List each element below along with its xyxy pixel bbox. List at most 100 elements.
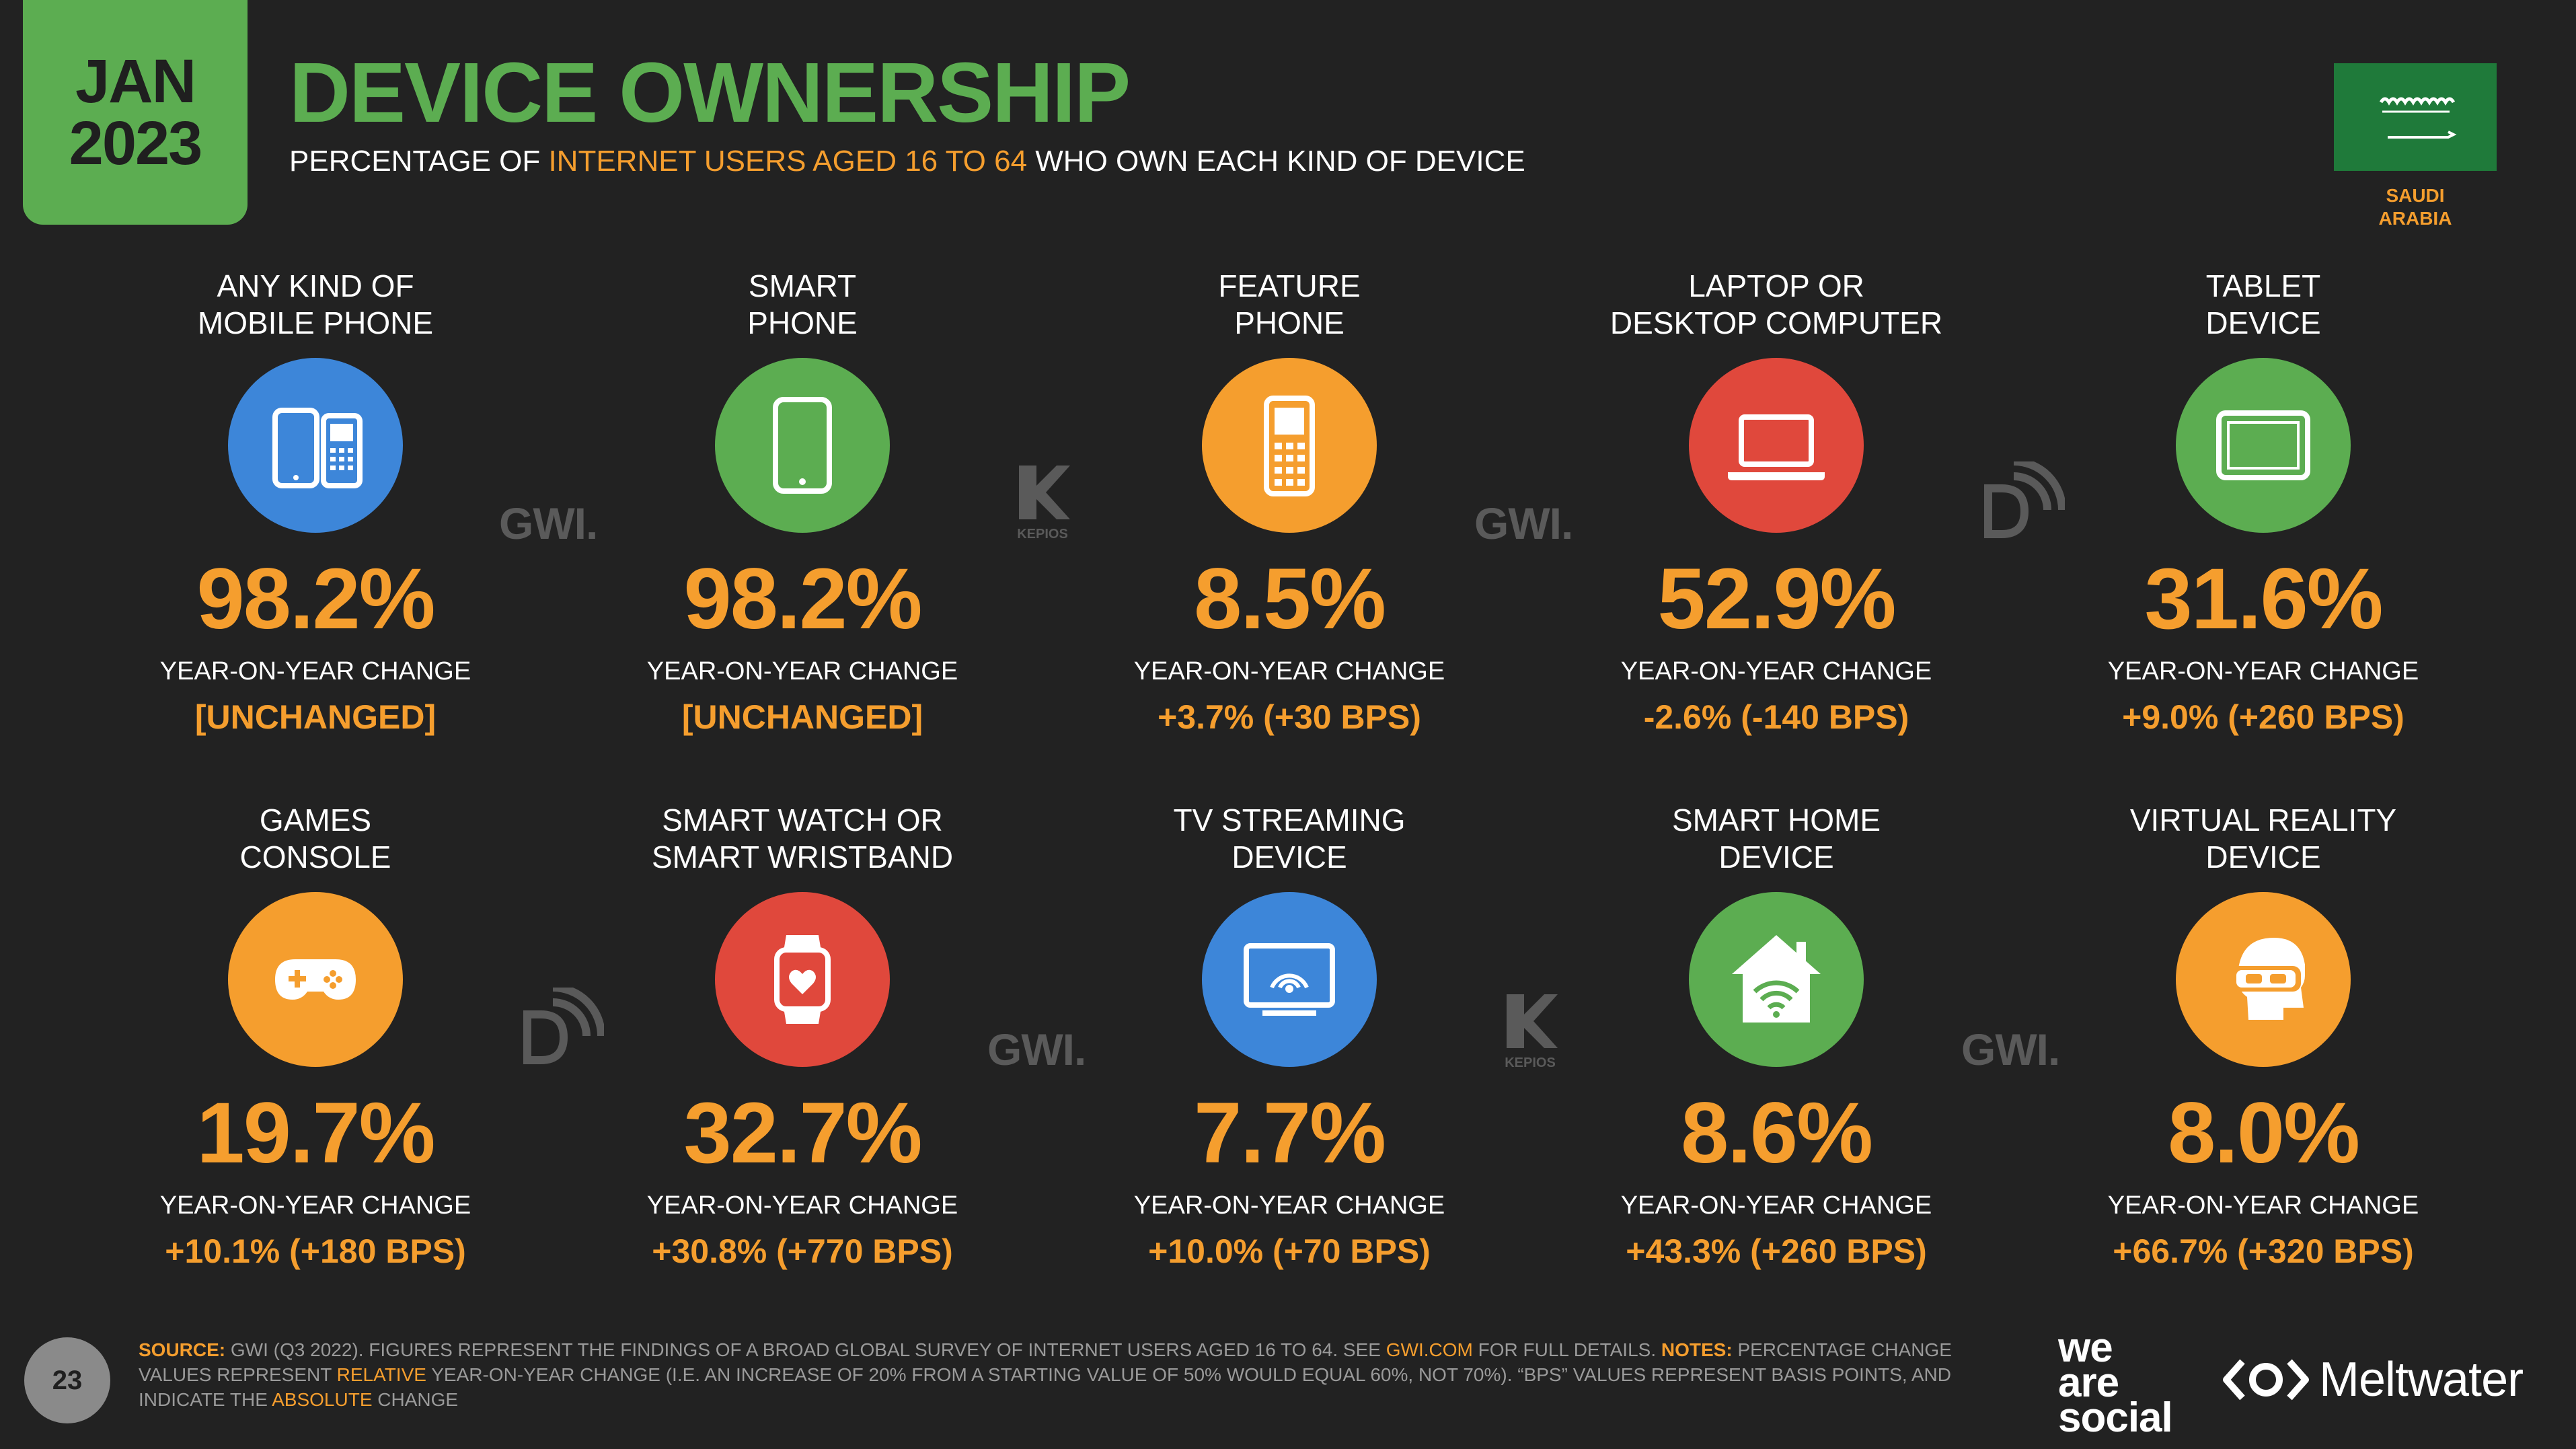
notes-text: CHANGE bbox=[372, 1389, 459, 1410]
kepios-watermark: KEPIOS bbox=[1500, 992, 1564, 1071]
device-label-line: ANY KIND OF bbox=[217, 268, 414, 303]
yoy-label: YEAR-ON-YEAR CHANGE bbox=[159, 1191, 471, 1220]
device-label-line: SMART HOME bbox=[1671, 803, 1881, 838]
logo-line: are bbox=[2058, 1360, 2119, 1406]
yoy-label: YEAR-ON-YEAR CHANGE bbox=[159, 657, 471, 685]
device-label-line: PHONE bbox=[1234, 305, 1344, 340]
footer-notes: SOURCE: GWI (Q3 2022). FIGURES REPRESENT… bbox=[139, 1337, 1981, 1412]
date-year: 2023 bbox=[69, 109, 203, 178]
notes-label: NOTES: bbox=[1661, 1339, 1733, 1360]
yoy-value: [UNCHANGED] bbox=[681, 698, 923, 736]
feature-phone-icon bbox=[1202, 358, 1377, 533]
device-label-line: SMART bbox=[748, 268, 857, 303]
kepios-logo-icon bbox=[1019, 466, 1070, 519]
source-text: FOR FULL DETAILS. bbox=[1472, 1339, 1661, 1360]
device-value: 98.2% bbox=[196, 551, 436, 647]
country-label: SAUDI ARABIA bbox=[2334, 184, 2497, 230]
notes-text: PERCENTAGE CHANGE VALUES REPRESENT bbox=[139, 1339, 1952, 1385]
yoy-label: YEAR-ON-YEAR CHANGE bbox=[1620, 1191, 1932, 1220]
gamepad-icon bbox=[228, 892, 403, 1067]
kepios-watermark: KEPIOS bbox=[1012, 463, 1076, 542]
device-label-line: VIRTUAL REALITY bbox=[2129, 803, 2397, 838]
kepios-logo-icon bbox=[1507, 994, 1558, 1048]
we-are-social-logo: we are social bbox=[2058, 1325, 2193, 1441]
source-text: GWI (Q3 2022). FIGURES REPRESENT THE FIN… bbox=[225, 1339, 1386, 1360]
notes-relative: RELATIVE bbox=[336, 1364, 426, 1385]
kepios-text: KEPIOS bbox=[1017, 527, 1068, 542]
yoy-value: +10.0% (+70 BPS) bbox=[1148, 1232, 1431, 1270]
device-value: 8.6% bbox=[1681, 1085, 1873, 1181]
device-label-line: DEVICE bbox=[2205, 305, 2321, 340]
yoy-label: YEAR-ON-YEAR CHANGE bbox=[646, 1191, 958, 1220]
page-subtitle: PERCENTAGE OF INTERNET USERS AGED 16 TO … bbox=[289, 143, 1525, 180]
device-label-line: FEATURE bbox=[1218, 268, 1361, 303]
date-month: JAN bbox=[75, 47, 196, 116]
smartphone-icon bbox=[715, 358, 890, 533]
yoy-label: YEAR-ON-YEAR CHANGE bbox=[1133, 657, 1445, 685]
device-label: GAMES CONSOLE bbox=[80, 802, 551, 876]
yoy-value: -2.6% (-140 BPS) bbox=[1643, 698, 1909, 736]
laptop-icon bbox=[1689, 358, 1864, 533]
device-value: 52.9% bbox=[1657, 551, 1897, 647]
date-badge: JAN 2023 bbox=[23, 0, 248, 225]
yoy-label: YEAR-ON-YEAR CHANGE bbox=[1620, 657, 1932, 685]
device-label-line: CONSOLE bbox=[239, 840, 391, 875]
subtitle-pre: PERCENTAGE OF bbox=[289, 145, 549, 178]
yoy-label: YEAR-ON-YEAR CHANGE bbox=[646, 657, 958, 685]
logo-line: we bbox=[2058, 1325, 2113, 1371]
device-value: 31.6% bbox=[2144, 551, 2384, 647]
device-label-line: PHONE bbox=[747, 305, 858, 340]
device-label-line: GAMES bbox=[259, 803, 372, 838]
gwi-watermark: GWI. bbox=[499, 498, 598, 548]
device-label-line: DEVICE bbox=[1232, 840, 1347, 875]
vr-headset-icon bbox=[2176, 892, 2351, 1067]
device-label: SMART PHONE bbox=[567, 268, 1038, 342]
tv-streaming-icon bbox=[1202, 892, 1377, 1067]
subtitle-highlight: INTERNET USERS AGED 16 TO 64 bbox=[548, 145, 1028, 178]
device-label: LAPTOP OR DESKTOP COMPUTER bbox=[1541, 268, 2012, 342]
device-value: 32.7% bbox=[683, 1085, 923, 1181]
meltwater-logo: Meltwater bbox=[2222, 1353, 2524, 1407]
device-label-line: DEVICE bbox=[1718, 840, 1834, 875]
device-label-line: DESKTOP COMPUTER bbox=[1609, 305, 1943, 340]
device-label-line: SMART WRISTBAND bbox=[651, 840, 954, 875]
device-label: TABLET DEVICE bbox=[2028, 268, 2499, 342]
device-label: VIRTUAL REALITY DEVICE bbox=[2028, 802, 2499, 876]
logo-line: social bbox=[2058, 1395, 2173, 1441]
country-line-2: ARABIA bbox=[2378, 208, 2452, 229]
yoy-value: +3.7% (+30 BPS) bbox=[1158, 698, 1421, 736]
kepios-text: KEPIOS bbox=[1505, 1055, 1556, 1070]
device-value: 19.7% bbox=[196, 1085, 436, 1181]
yoy-value: +10.1% (+180 BPS) bbox=[165, 1232, 466, 1270]
device-label: SMART HOME DEVICE bbox=[1541, 802, 2012, 876]
page-title: DEVICE OWNERSHIP bbox=[289, 45, 1131, 140]
device-value: 98.2% bbox=[683, 551, 923, 647]
device-label-line: TABLET bbox=[2205, 268, 2321, 303]
meltwater-mark-icon bbox=[2223, 1359, 2309, 1401]
device-label-line: DEVICE bbox=[2205, 840, 2321, 875]
gwi-watermark: GWI. bbox=[1474, 498, 1573, 548]
device-label-line: MOBILE PHONE bbox=[197, 305, 434, 340]
notes-absolute: ABSOLUTE bbox=[272, 1389, 373, 1410]
device-label: ANY KIND OF MOBILE PHONE bbox=[80, 268, 551, 342]
device-label: SMART WATCH OR SMART WRISTBAND bbox=[567, 802, 1038, 876]
gwi-watermark: GWI. bbox=[1961, 1025, 2060, 1074]
device-value: 8.5% bbox=[1194, 551, 1386, 647]
device-label: FEATURE PHONE bbox=[1054, 268, 1525, 342]
page-number: 23 bbox=[24, 1337, 110, 1423]
device-value: 7.7% bbox=[1194, 1085, 1386, 1181]
yoy-value: [UNCHANGED] bbox=[194, 698, 437, 736]
country-line-1: SAUDI bbox=[2386, 185, 2445, 206]
meltwater-text: Meltwater bbox=[2319, 1353, 2524, 1407]
gwi-watermark: GWI. bbox=[987, 1025, 1086, 1074]
smart-home-icon bbox=[1689, 892, 1864, 1067]
device-label-line: LAPTOP OR bbox=[1688, 268, 1864, 303]
yoy-value: +9.0% (+260 BPS) bbox=[2122, 698, 2404, 736]
subtitle-post: WHO OWN EACH KIND OF DEVICE bbox=[1027, 145, 1525, 178]
yoy-value: +66.7% (+320 BPS) bbox=[2113, 1232, 2414, 1270]
yoy-label: YEAR-ON-YEAR CHANGE bbox=[2107, 1191, 2419, 1220]
yoy-value: +30.8% (+770 BPS) bbox=[652, 1232, 953, 1270]
datareportal-watermark-icon bbox=[523, 983, 605, 1072]
source-link[interactable]: GWI.COM bbox=[1386, 1339, 1473, 1360]
device-label-line: TV STREAMING bbox=[1173, 803, 1406, 838]
